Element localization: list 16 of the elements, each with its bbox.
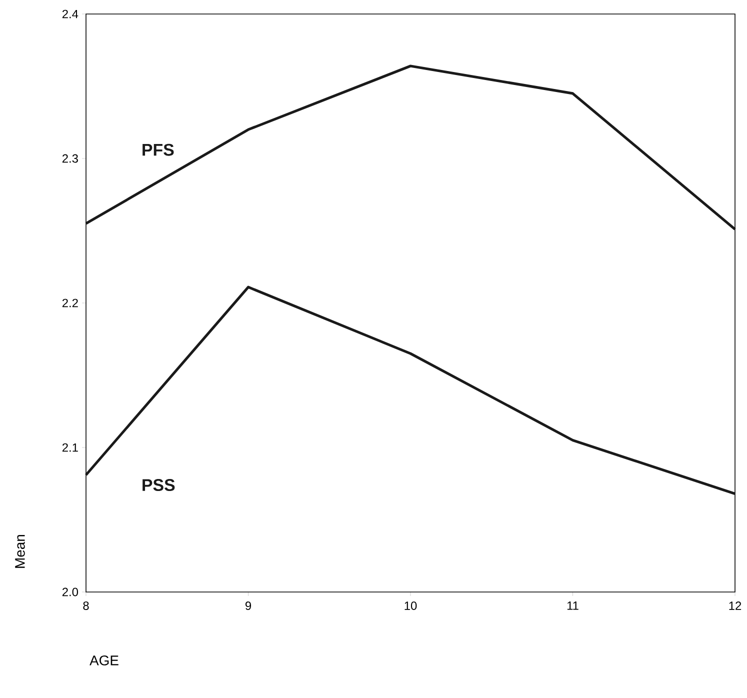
series-label: PFS bbox=[142, 144, 174, 156]
x-tick-label: 11 bbox=[567, 602, 578, 610]
y-tick-label: 2.0 bbox=[62, 588, 78, 596]
x-axis-title: AGE bbox=[90, 655, 118, 666]
x-tick-label: 8 bbox=[83, 602, 89, 610]
line-series bbox=[84, 286, 736, 496]
text: PSS bbox=[142, 479, 175, 492]
y-tick-label: 2.1 bbox=[62, 443, 78, 452]
y-tick-label: 2.3 bbox=[62, 154, 78, 163]
y-tick-label: 2.2 bbox=[62, 298, 78, 308]
x-tick-label: 10 bbox=[404, 602, 417, 610]
y-axis-title: Mean bbox=[15, 534, 25, 568]
x-tick-label: 12 bbox=[729, 602, 742, 610]
x-tick-label: 9 bbox=[245, 602, 252, 610]
y-tick-label: 2.4 bbox=[62, 10, 78, 18]
line-series bbox=[84, 64, 736, 231]
